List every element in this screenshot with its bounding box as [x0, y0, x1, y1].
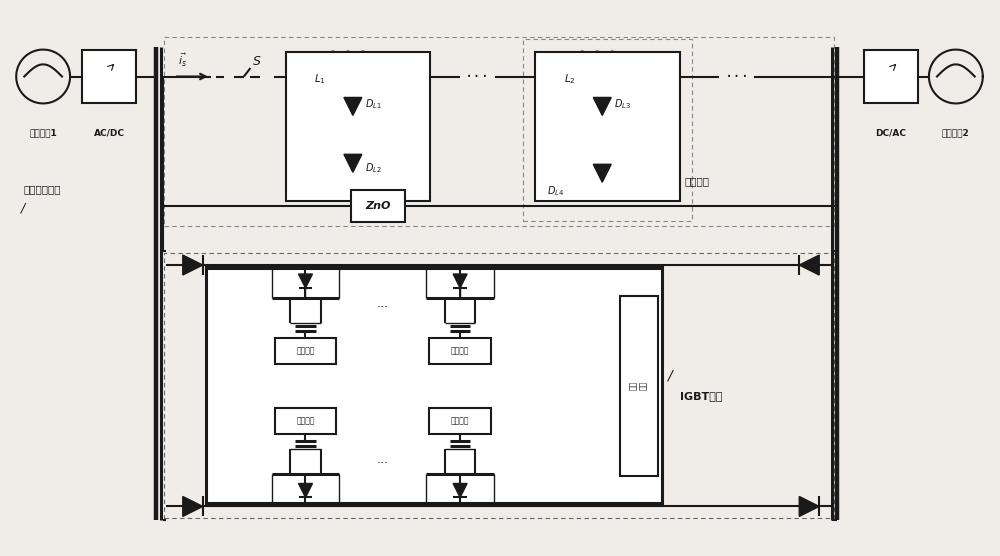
Polygon shape — [299, 274, 312, 288]
Text: $D_{L2}$: $D_{L2}$ — [365, 161, 382, 175]
Text: $D_{L4}$: $D_{L4}$ — [547, 185, 565, 198]
Text: ···: ··· — [724, 70, 750, 83]
Text: $L_1$: $L_1$ — [314, 72, 326, 86]
Bar — [523, 38, 692, 221]
Polygon shape — [344, 155, 362, 172]
Text: 交流系瀱2: 交流系瀱2 — [942, 128, 970, 137]
Bar — [82, 49, 136, 103]
Text: /: / — [21, 202, 25, 215]
Text: $\vec{i_s}$: $\vec{i_s}$ — [178, 51, 187, 68]
Text: $D_{L1}$: $D_{L1}$ — [365, 97, 382, 111]
Polygon shape — [299, 484, 312, 498]
Polygon shape — [593, 97, 611, 116]
Text: ···: ··· — [465, 70, 490, 83]
Bar — [429, 338, 491, 364]
Polygon shape — [593, 164, 611, 182]
Text: 交流系瀱1: 交流系瀱1 — [29, 128, 57, 137]
Bar — [275, 408, 336, 434]
Bar — [164, 37, 834, 226]
Text: DC/AC: DC/AC — [876, 128, 907, 137]
Text: /: / — [667, 369, 672, 383]
Polygon shape — [453, 274, 467, 288]
Text: IGBT支路: IGBT支路 — [680, 391, 722, 401]
Bar — [286, 52, 430, 201]
Polygon shape — [183, 255, 203, 275]
Text: ···: ··· — [377, 457, 389, 470]
Bar — [275, 338, 336, 364]
Text: 均流
电路: 均流 电路 — [629, 381, 648, 390]
Text: $D_{L3}$: $D_{L3}$ — [614, 97, 631, 111]
Text: 机械开关支路: 机械开关支路 — [23, 184, 61, 194]
Text: 均压电路: 均压电路 — [296, 416, 315, 425]
Polygon shape — [453, 484, 467, 498]
Bar — [206, 266, 662, 505]
Text: AC/DC: AC/DC — [93, 128, 124, 137]
Bar — [351, 190, 405, 222]
Text: $S$: $S$ — [252, 54, 262, 67]
Text: ZnO: ZnO — [366, 201, 391, 211]
Bar — [164, 253, 834, 518]
Text: 均压电路: 均压电路 — [296, 346, 315, 355]
Polygon shape — [799, 255, 819, 275]
Bar — [864, 49, 918, 103]
Polygon shape — [183, 497, 203, 517]
Bar — [535, 52, 680, 201]
Polygon shape — [344, 97, 362, 116]
Text: $L_2$: $L_2$ — [564, 72, 575, 86]
Text: 均压电路: 均压电路 — [451, 346, 469, 355]
Text: 均压电路: 均压电路 — [451, 416, 469, 425]
Text: ···: ··· — [377, 301, 389, 315]
Bar — [620, 296, 658, 475]
Bar — [429, 408, 491, 434]
Polygon shape — [799, 497, 819, 517]
Text: · · ·: · · · — [300, 406, 310, 422]
Text: · · ·: · · · — [455, 406, 465, 422]
Text: 限流电路: 限流电路 — [685, 176, 710, 186]
